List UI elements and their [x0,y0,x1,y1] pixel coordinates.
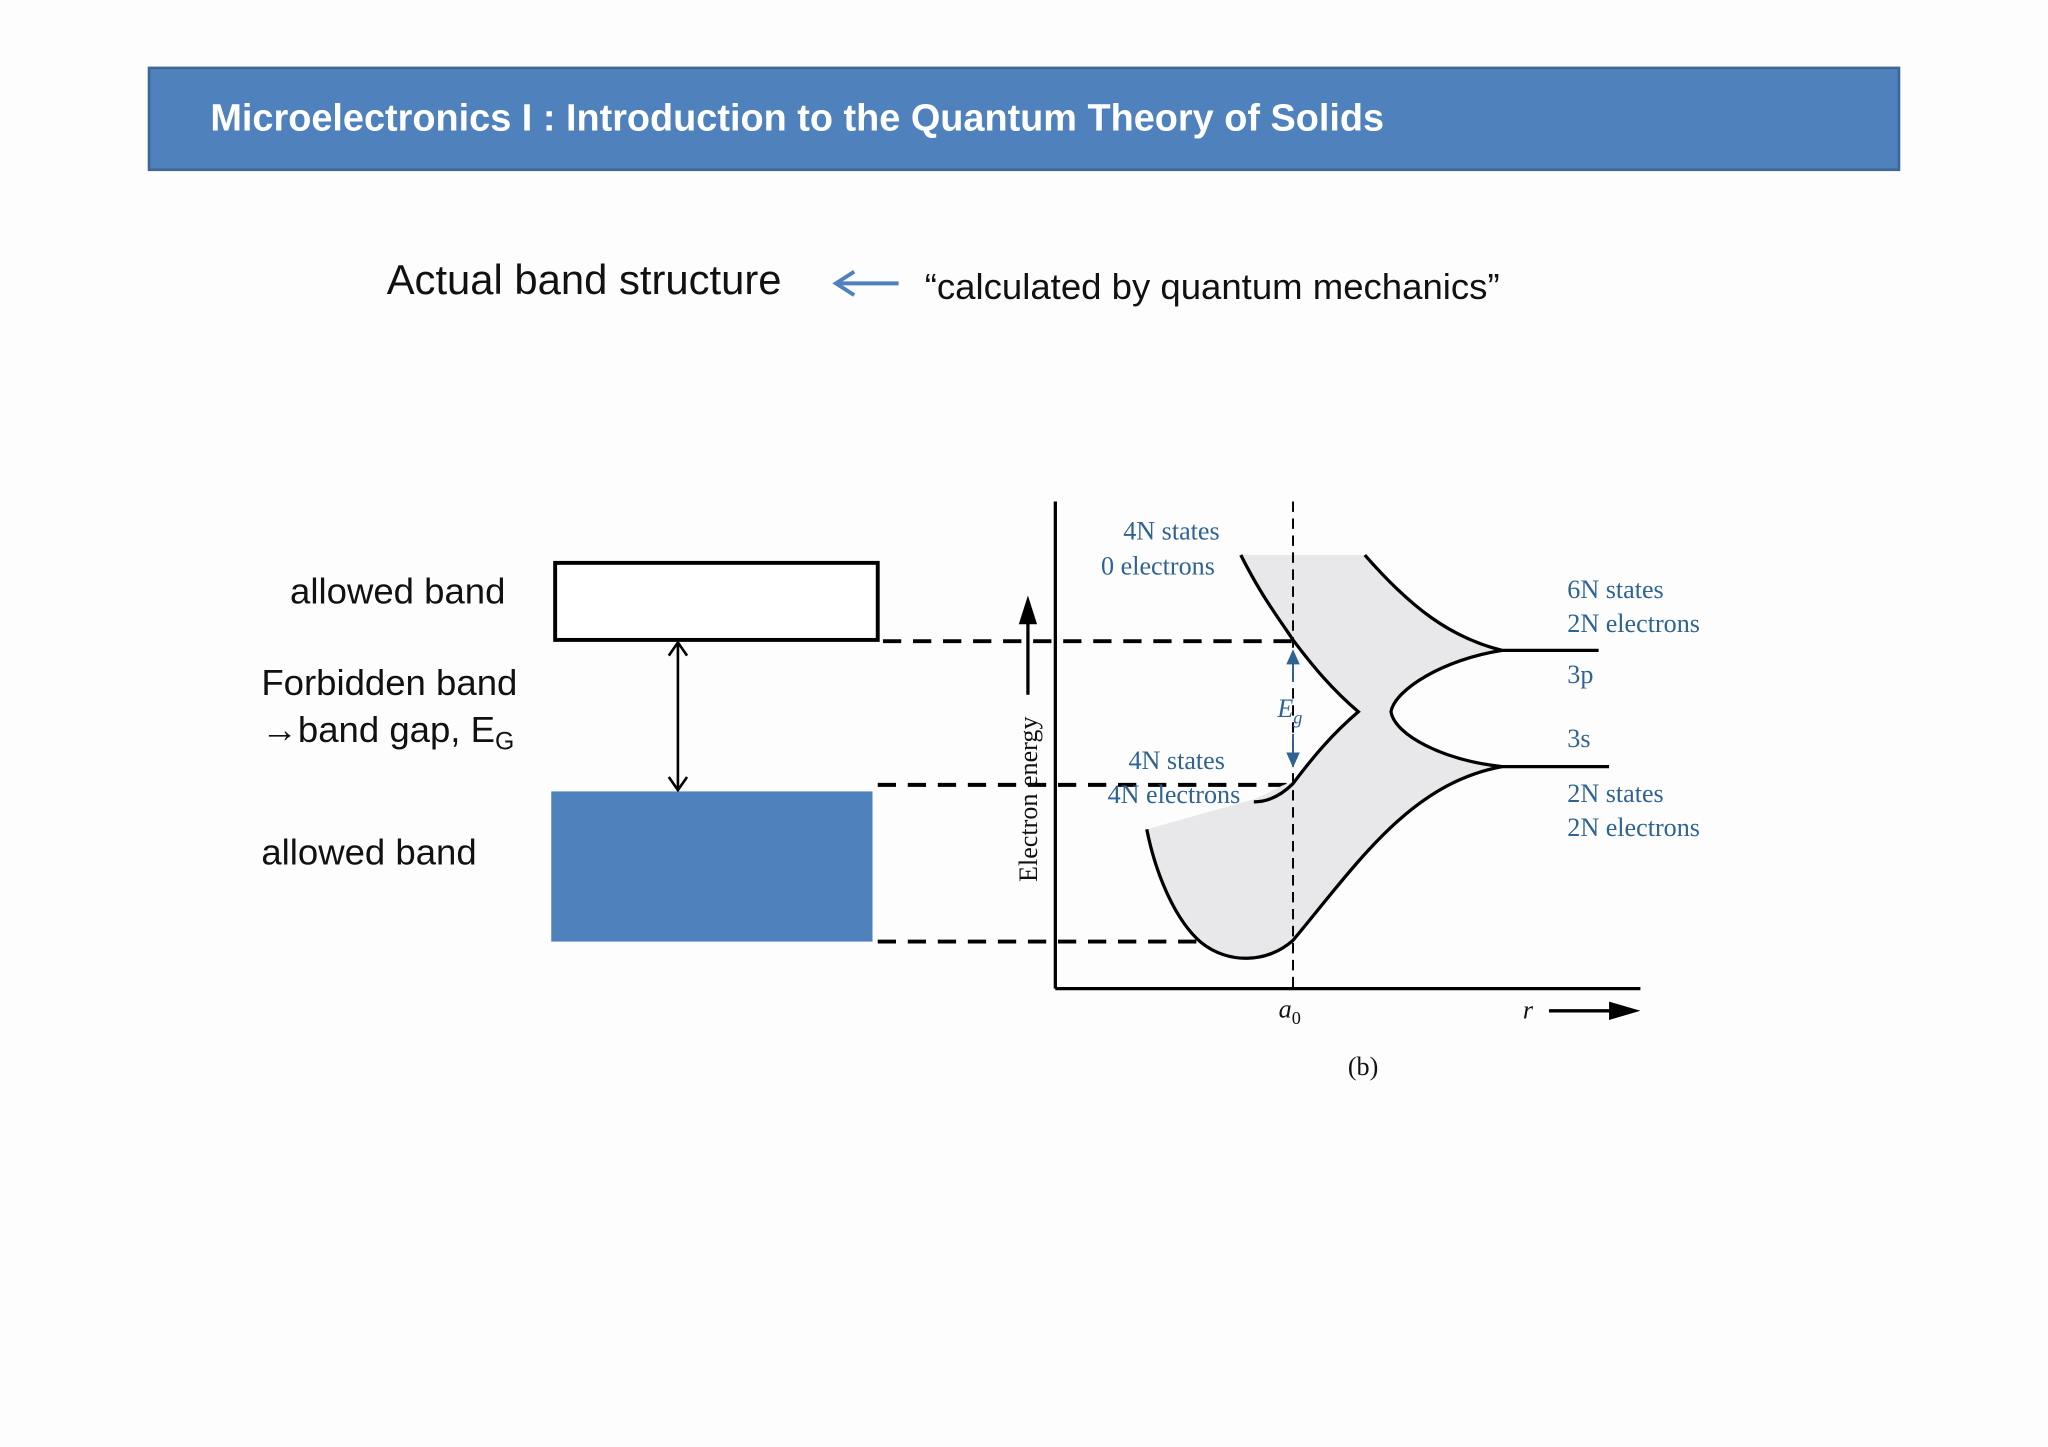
label-text: →band gap, E [261,709,495,750]
figure-labels: 4N states 0 electrons 6N states 2N elect… [1101,516,1700,841]
energy-arrow [1018,595,1038,695]
header-bar [147,66,1901,172]
a0-label: a0 [1279,994,1301,1028]
heading-note: “calculated by quantum mechanics” [925,266,1500,307]
label: Forbidden band [261,662,517,703]
heading-arrow [832,269,899,297]
label: 2N states [1567,779,1663,808]
lower-band-box [551,791,873,942]
y-axis-label: Electron energy [1014,716,1043,882]
label: 6N states [1567,575,1663,604]
header-title: Microelectronics I : Introduction to the… [210,98,1384,140]
x-axis-label: r [1523,996,1534,1025]
upper-band-box [553,560,880,642]
label: 4N electrons [1108,780,1241,809]
energy-gap-label: Eg [1276,694,1302,728]
label: 4N states [1123,516,1219,545]
label: 2N electrons [1567,609,1700,638]
subscript: 0 [1292,1008,1301,1028]
label: 0 electrons [1101,552,1215,581]
symbol: E [1276,694,1293,723]
subscript: G [495,729,514,756]
gap-arrow [667,640,689,793]
label: allowed band [261,832,476,873]
band-curves [1053,501,1641,991]
subscript: g [1293,707,1302,727]
symbol: a [1279,994,1292,1023]
label: →band gap, EG [261,709,514,756]
caption: (b) [1348,1052,1378,1081]
label: allowed band [290,570,505,611]
r-arrow [1548,1001,1641,1020]
band-region [1146,555,1502,960]
label: 3s [1567,724,1590,753]
gap-marker [1286,649,1300,768]
label: 3p [1567,660,1593,689]
heading: Actual band structure [387,256,782,303]
label: 4N states [1128,746,1224,775]
label: 2N electrons [1567,813,1700,842]
